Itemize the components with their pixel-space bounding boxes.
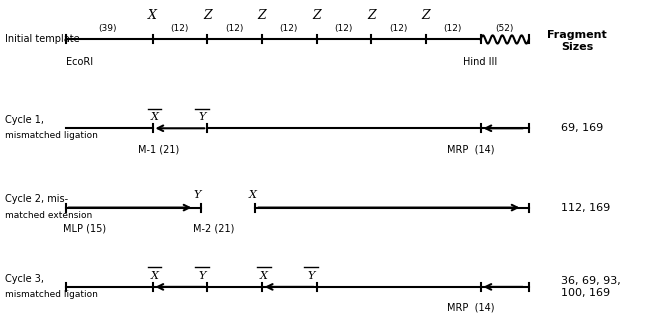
Text: (12): (12): [171, 24, 189, 33]
Text: M-1 (21): M-1 (21): [138, 144, 180, 154]
Text: Z: Z: [367, 9, 375, 22]
Text: Z: Z: [422, 9, 430, 22]
Text: Y: Y: [198, 270, 206, 281]
Text: MLP (15): MLP (15): [63, 223, 107, 234]
Text: 36, 69, 93,
100, 169: 36, 69, 93, 100, 169: [561, 276, 621, 298]
Text: Cycle 1,: Cycle 1,: [5, 115, 44, 125]
Text: Initial template: Initial template: [5, 35, 79, 44]
Text: Y: Y: [194, 190, 202, 200]
Text: (12): (12): [444, 24, 462, 33]
Text: matched extension: matched extension: [5, 211, 92, 220]
Text: M-2 (21): M-2 (21): [193, 223, 234, 234]
Text: EcoRI: EcoRI: [66, 57, 93, 67]
Text: 69, 169: 69, 169: [561, 123, 603, 133]
Text: MRP  (14): MRP (14): [447, 303, 495, 313]
Text: (12): (12): [335, 24, 353, 33]
Text: Cycle 2, mis-: Cycle 2, mis-: [5, 195, 68, 204]
Text: mismatched ligation: mismatched ligation: [5, 290, 98, 299]
Text: X: X: [151, 112, 158, 122]
Text: X: X: [148, 9, 157, 22]
Text: (52): (52): [495, 24, 514, 33]
Text: (12): (12): [389, 24, 408, 33]
Text: Hind III: Hind III: [463, 57, 497, 67]
Text: X: X: [248, 190, 256, 200]
Text: Y: Y: [307, 270, 315, 281]
Text: (39): (39): [98, 24, 117, 33]
Text: X: X: [151, 270, 158, 281]
Text: Cycle 3,: Cycle 3,: [5, 274, 44, 284]
Text: Y: Y: [198, 112, 206, 122]
Text: Z: Z: [312, 9, 321, 22]
Text: MRP  (14): MRP (14): [447, 144, 495, 154]
Text: (12): (12): [225, 24, 244, 33]
Text: (12): (12): [280, 24, 298, 33]
Text: X: X: [260, 270, 267, 281]
Text: 112, 169: 112, 169: [561, 203, 610, 212]
Text: Fragment
Sizes: Fragment Sizes: [547, 30, 607, 52]
Text: Z: Z: [258, 9, 266, 22]
Text: Z: Z: [203, 9, 211, 22]
Text: mismatched ligation: mismatched ligation: [5, 132, 98, 140]
